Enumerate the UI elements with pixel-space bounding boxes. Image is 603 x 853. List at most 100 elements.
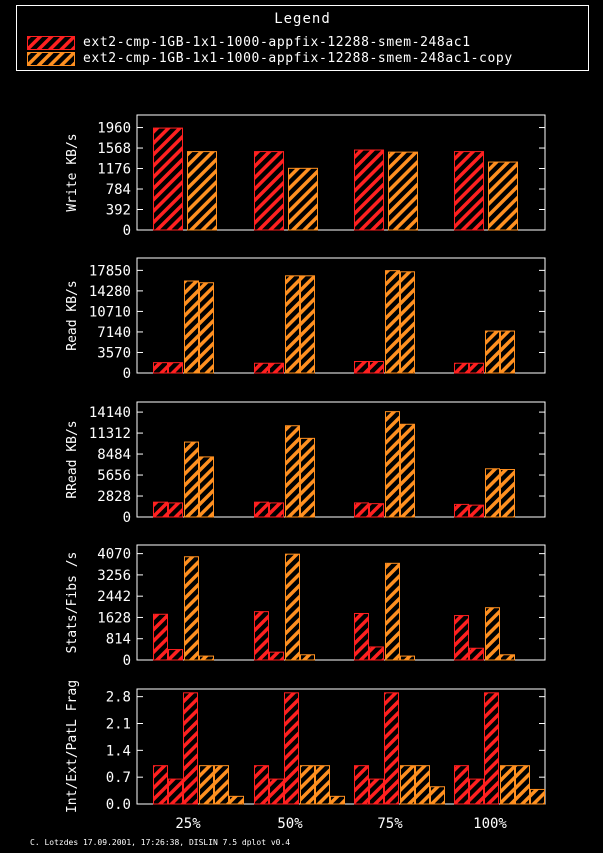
y-tick-label: 0 [123, 223, 131, 239]
bar-orange [285, 275, 300, 374]
bar-orange [500, 330, 515, 374]
bar-red [183, 692, 198, 805]
y-tick-label: 3256 [97, 568, 131, 584]
bar-orange [385, 270, 400, 374]
bar-red [354, 149, 384, 231]
bar-orange [500, 765, 515, 805]
y-axis-label-3: RRead KB/s [65, 420, 80, 498]
bar-orange [400, 271, 415, 374]
bar-orange [285, 553, 300, 661]
bar-red [469, 647, 484, 661]
bar-orange [229, 795, 244, 805]
panel-frame-1 [136, 114, 546, 231]
bar-orange [184, 556, 199, 661]
bar-red [168, 502, 183, 518]
bar-red [354, 765, 369, 805]
y-tick-label: 392 [106, 203, 131, 219]
bar-red [254, 765, 269, 805]
bar-red [284, 692, 299, 805]
legend-box: Legend ext2-cmp-1GB-1x1-1000-appfix-1228… [16, 5, 589, 71]
bar-red [254, 611, 269, 661]
y-tick-label: 4070 [97, 547, 131, 563]
y-tick-label: 17850 [89, 263, 131, 279]
bar-red [384, 692, 399, 805]
bar-red [354, 361, 369, 374]
panels-group: 0 392 784 1176 1568 1960 Write KB/s 0 3570 7140 10… [65, 114, 546, 832]
bar-red [454, 151, 484, 231]
y-tick-label: 14280 [89, 284, 131, 300]
x-category-label: 25% [175, 816, 201, 832]
legend-label-1: ext2-cmp-1GB-1x1-1000-appfix-12288-smem-… [83, 35, 471, 50]
y-tick-label: 3570 [97, 345, 131, 361]
bar-orange [184, 441, 199, 518]
bar-red [469, 778, 484, 805]
bar-red [369, 503, 384, 518]
y-tick-label: 10710 [89, 304, 131, 320]
y-tick-label: 2828 [97, 489, 131, 505]
bar-orange [485, 468, 500, 518]
bar-red [269, 778, 284, 805]
bar-orange [530, 788, 545, 805]
bar-orange [385, 562, 400, 661]
legend-swatch-orange [27, 52, 75, 66]
bar-orange [300, 275, 315, 374]
bar-red [454, 615, 469, 661]
bar-red [168, 362, 183, 374]
panel-frame-2 [136, 257, 546, 374]
panel-frame-3 [136, 401, 546, 518]
bar-red [153, 501, 168, 518]
y-tick-label: 5656 [97, 468, 131, 484]
bar-red [354, 502, 369, 518]
x-category-label: 100% [473, 816, 507, 832]
y-tick-label: 784 [106, 182, 131, 198]
legend-swatch-red [27, 36, 75, 50]
y-tick-label: 814 [106, 632, 131, 648]
bar-red [354, 612, 369, 661]
legend-label-2: ext2-cmp-1GB-1x1-1000-appfix-12288-smem-… [83, 51, 513, 66]
bar-orange [214, 765, 229, 805]
bar-orange [315, 765, 330, 805]
bar-red [168, 649, 183, 661]
bar-orange [385, 411, 400, 518]
bar-red [369, 646, 384, 661]
bar-red [484, 692, 499, 805]
bar-orange [199, 655, 214, 661]
bar-orange [515, 765, 530, 805]
y-axis-label-4: Stats/Fibs /s [65, 552, 80, 654]
bar-red [454, 362, 469, 374]
bar-orange [388, 151, 418, 231]
bar-orange [300, 765, 315, 805]
footer-credit: C. Lotzdes 17.09.2001, 17:26:38, DISLIN … [30, 838, 291, 847]
y-tick-label: 1568 [97, 141, 131, 157]
bar-red [369, 778, 384, 805]
bar-red [469, 504, 484, 518]
bar-red [454, 503, 469, 518]
y-tick-label: 14140 [89, 405, 131, 421]
bar-orange [330, 795, 345, 805]
y-tick-label: 0.0 [106, 797, 131, 813]
y-axis-label-1: Write KB/s [65, 133, 80, 211]
y-tick-label: 2.1 [106, 717, 131, 733]
bar-red [269, 651, 284, 661]
y-tick-label: 1.4 [106, 743, 131, 759]
bar-orange [300, 654, 315, 661]
bar-red [269, 502, 284, 518]
y-axis-label-2: Read KB/s [65, 280, 80, 350]
bar-red [469, 362, 484, 374]
y-tick-label: 2.8 [106, 690, 131, 706]
bar-orange [485, 330, 500, 374]
bar-orange [199, 282, 214, 374]
y-tick-label: 0 [123, 510, 131, 526]
x-category-label: 75% [377, 816, 403, 832]
bar-orange [488, 161, 518, 231]
bar-red [254, 501, 269, 518]
y-tick-label: 7140 [97, 325, 131, 341]
y-axis-label-5: Int/Ext/PatL Frag [65, 680, 80, 813]
bar-red [153, 613, 168, 661]
y-tick-label: 0.7 [106, 770, 131, 786]
y-tick-label: 1628 [97, 610, 131, 626]
y-tick-label: 0 [123, 653, 131, 669]
legend-title: Legend [274, 11, 331, 27]
bar-orange [187, 151, 217, 231]
y-tick-label: 0 [123, 366, 131, 382]
